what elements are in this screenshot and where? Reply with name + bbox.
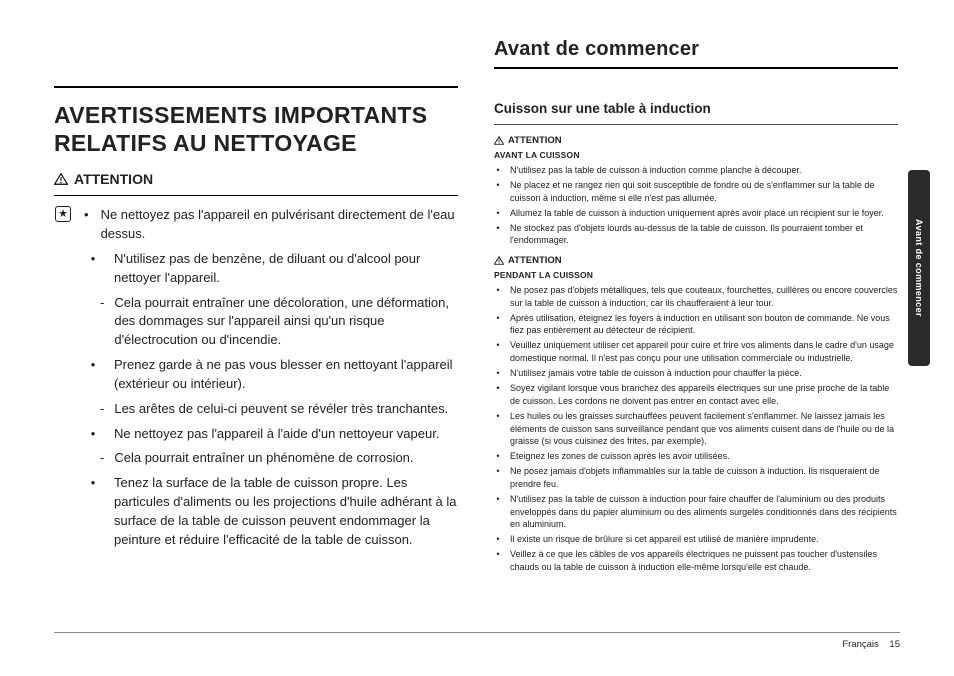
bullet-icon: • <box>494 533 502 546</box>
bullet-icon: • <box>494 382 502 407</box>
attention-label: ATTENTION <box>508 135 562 146</box>
bullet-icon: • <box>494 548 502 573</box>
footer-page-number: 15 <box>889 639 900 650</box>
bullet-icon: • <box>84 250 102 288</box>
list-item-text: N'utilisez pas la table de cuisson à ind… <box>510 164 898 177</box>
bullet-icon: • <box>494 312 502 337</box>
list-item-text: N'utilisez jamais votre table de cuisson… <box>510 367 898 380</box>
attention-heading: ATTENTION <box>54 171 458 187</box>
list-item: • Après utilisation, éteignez les foyers … <box>494 312 898 337</box>
list-item: • Ne stockez pas d'objets lourds au-dessu… <box>494 222 898 247</box>
list-item: • Veuillez uniquement utiliser cet appare… <box>494 339 898 364</box>
list-item: • N'utilisez pas de benzène, de diluant o… <box>54 250 458 288</box>
page-footer: Français 15 <box>54 632 900 650</box>
bullet-icon: • <box>494 284 502 309</box>
list-item: • Soyez vigilant lorsque vous branchez de… <box>494 382 898 407</box>
side-tab: Avant de commencer <box>908 170 930 366</box>
list-item-text: Tenez la surface de la table de cuisson … <box>114 474 458 549</box>
list-item-text: Soyez vigilant lorsque vous branchez des… <box>510 382 898 407</box>
main-heading: AVERTISSEMENTS IMPORTANTS RELATIFS AU NE… <box>54 102 458 157</box>
rule <box>494 67 898 69</box>
list-item-text: Il existe un risque de brûlure si cet ap… <box>510 533 898 546</box>
bullet-icon: • <box>494 339 502 364</box>
list-item: • Ne posez jamais d'objets inflammables s… <box>494 465 898 490</box>
before-cooking-heading: AVANT LA CUISSON <box>494 150 898 160</box>
before-cooking-list: • N'utilisez pas la table de cuisson à in… <box>494 164 898 247</box>
cleaning-warnings-list: ★ • Ne nettoyez pas l'appareil en pulvéris… <box>54 206 458 550</box>
list-item-text: Ne posez pas d'objets métalliques, tels … <box>510 284 898 309</box>
list-item: • Eteignez les zones de cuisson après les… <box>494 450 898 463</box>
subsection-heading: Cuisson sur une table à induction <box>494 101 898 116</box>
list-item: • Prenez garde à ne pas vous blesser en n… <box>54 356 458 394</box>
list-item-text: Après utilisation, éteignez les foyers à… <box>510 312 898 337</box>
rule <box>494 124 898 125</box>
list-item-text: Prenez garde à ne pas vous blesser en ne… <box>114 356 458 394</box>
bullet-icon: • <box>494 465 502 490</box>
bullet-icon: • <box>494 367 502 380</box>
list-item: ★•Ne nettoyez pas l'appareil en pulvéris… <box>54 206 458 244</box>
rule <box>54 86 458 88</box>
list-item-text: Ne nettoyez pas l'appareil en pulvérisan… <box>101 206 458 244</box>
star-icon: ★ <box>55 206 71 222</box>
list-item: • N'utilisez jamais votre table de cuisso… <box>494 367 898 380</box>
warning-icon <box>494 256 504 265</box>
list-item: • N'utilisez pas la table de cuisson à in… <box>494 164 898 177</box>
attention-label: ATTENTION <box>74 171 153 187</box>
dash-icon: - <box>100 294 104 351</box>
list-sub-text: Cela pourrait entraîner un phénomène de … <box>114 449 413 468</box>
list-item: • Il existe un risque de brûlure si cet a… <box>494 533 898 546</box>
list-item: • Ne posez pas d'objets métalliques, tels… <box>494 284 898 309</box>
dash-icon: - <box>100 449 104 468</box>
bullet-icon: • <box>494 450 502 463</box>
list-item-text: Ne posez jamais d'objets inflammables su… <box>510 465 898 490</box>
list-item: • Allumez la table de cuisson à induction… <box>494 207 898 220</box>
bullet-icon: • <box>84 474 102 549</box>
list-item: • Ne nettoyez pas l'appareil à l'aide d'u… <box>54 425 458 444</box>
bullet-icon: • <box>494 222 502 247</box>
list-item-text: Ne stockez pas d'objets lourds au-dessus… <box>510 222 898 247</box>
section-heading: Avant de commencer <box>494 38 898 61</box>
rule <box>54 195 458 196</box>
list-item-text: N'utilisez pas la table de cuisson à ind… <box>510 493 898 531</box>
bullet-icon: • <box>494 179 502 204</box>
list-item: •Tenez la surface de la table de cuisson… <box>54 474 458 549</box>
list-item-text: Les huiles ou les graisses surchauffées … <box>510 410 898 448</box>
list-item-text: Ne nettoyez pas l'appareil à l'aide d'un… <box>114 425 458 444</box>
list-item: • Veillez à ce que les câbles de vos appa… <box>494 548 898 573</box>
attention-heading-small: ATTENTION <box>494 135 898 146</box>
dash-icon: - <box>100 400 104 419</box>
list-sub-text: Les arêtes de celui-ci peuvent se révéle… <box>114 400 448 419</box>
attention-label: ATTENTION <box>508 255 562 266</box>
footer-language: Français <box>842 639 878 650</box>
list-item-text: Allumez la table de cuisson à induction … <box>510 207 898 220</box>
attention-heading-small: ATTENTION <box>494 255 898 266</box>
during-cooking-heading: PENDANT LA CUISSON <box>494 270 898 280</box>
list-sub-text: Cela pourrait entraîner une décoloration… <box>114 294 458 351</box>
bullet-icon: • <box>84 425 102 444</box>
bullet-icon: • <box>84 356 102 394</box>
bullet-icon: • <box>494 207 502 220</box>
list-sub-item: -Cela pourrait entraîner une décoloratio… <box>54 294 458 351</box>
list-item-text: Eteignez les zones de cuisson après les … <box>510 450 898 463</box>
during-cooking-list: • Ne posez pas d'objets métalliques, tels… <box>494 284 898 573</box>
bullet-icon: • <box>494 493 502 531</box>
list-item: • Ne placez et ne rangez rien qui soit su… <box>494 179 898 204</box>
right-column: Avant de commencer Cuisson sur une table… <box>494 38 898 618</box>
list-sub-item: -Les arêtes de celui-ci peuvent se révél… <box>54 400 458 419</box>
left-column: AVERTISSEMENTS IMPORTANTS RELATIFS AU NE… <box>54 38 458 618</box>
bullet-icon: • <box>494 410 502 448</box>
list-item: •N'utilisez pas la table de cuisson à in… <box>494 493 898 531</box>
list-item-text: Ne placez et ne rangez rien qui soit sus… <box>510 179 898 204</box>
list-item-text: Veuillez uniquement utiliser cet apparei… <box>510 339 898 364</box>
warning-icon <box>54 173 68 185</box>
warning-icon <box>494 136 504 145</box>
list-item: •Les huiles ou les graisses surchauffées… <box>494 410 898 448</box>
side-tab-label: Avant de commencer <box>914 219 924 317</box>
list-sub-item: -Cela pourrait entraîner un phénomène de… <box>54 449 458 468</box>
bullet-icon: • <box>494 164 502 177</box>
list-item-text: Veillez à ce que les câbles de vos appar… <box>510 548 898 573</box>
list-item-text: N'utilisez pas de benzène, de diluant ou… <box>114 250 458 288</box>
